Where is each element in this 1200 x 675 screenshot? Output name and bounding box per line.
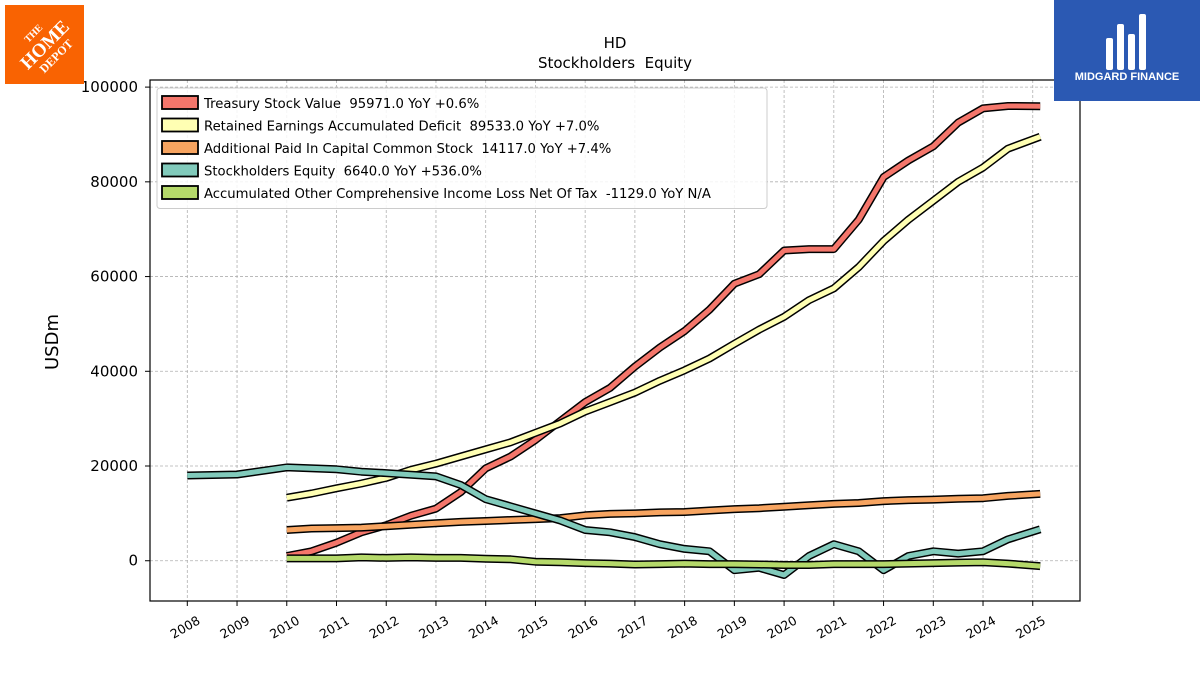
- svg-text:MIDGARD FINANCE: MIDGARD FINANCE: [1075, 71, 1180, 83]
- series-line-2: [286, 132, 1042, 502]
- y-tick-label: 80000: [90, 173, 138, 191]
- legend-swatch: [161, 162, 199, 178]
- plot-frame: [149, 79, 1081, 602]
- x-tick-label: 2009: [217, 613, 252, 642]
- y-tick-label: 40000: [90, 362, 138, 380]
- x-tick-label: 2014: [466, 613, 501, 642]
- plot-area: [187, 102, 1042, 579]
- legend-swatch: [161, 117, 199, 133]
- legend-label: Additional Paid In Capital Common Stock …: [204, 142, 611, 157]
- x-tick-label: 2023: [914, 613, 949, 642]
- x-tick-label: 2017: [615, 613, 650, 642]
- series-line-1: [286, 102, 1041, 560]
- x-tick-label: 2021: [814, 613, 849, 642]
- x-tick-label: 2020: [764, 613, 799, 642]
- x-tick-label: 2016: [565, 613, 600, 642]
- legend-box: [156, 87, 768, 209]
- series-line-stroke: [187, 464, 1041, 578]
- series-line-stroke: [286, 491, 1041, 533]
- y-tick-label: 20000: [90, 457, 138, 475]
- x-tick-label: 2019: [715, 613, 750, 642]
- x-tick-label: 2024: [963, 613, 998, 642]
- series-line-5: [286, 553, 1041, 571]
- legend-label: Treasury Stock Value 95971.0 YoY +0.6%: [203, 97, 479, 112]
- series-line-4: [187, 463, 1042, 579]
- x-tick-label: 2025: [1013, 613, 1048, 642]
- legend-label: Accumulated Other Comprehensive Income L…: [204, 187, 711, 202]
- legend-swatch: [161, 185, 199, 200]
- x-tick-label: 2022: [864, 613, 899, 642]
- x-tick-label: 2011: [317, 613, 352, 642]
- series-line-stroke: [286, 103, 1041, 559]
- x-tick-label: 2018: [665, 613, 700, 642]
- y-axis-label: USDm: [42, 314, 63, 370]
- legend: Treasury Stock Value 95971.0 YoY +0.6% Re…: [156, 87, 768, 209]
- y-tick-label: 60000: [90, 268, 138, 286]
- x-tick-label: 2008: [168, 613, 203, 642]
- x-tick-label: 2012: [366, 613, 401, 642]
- legend-label: Retained Earnings Accumulated Deficit 89…: [204, 120, 599, 135]
- midgard-finance-logo: MIDGARD FINANCE: [1054, 0, 1200, 101]
- y-tick-label: 0: [128, 552, 138, 570]
- legend-swatch: [161, 140, 199, 155]
- x-tick-label: 2010: [267, 613, 302, 642]
- chart-subtitle: Stockholders Equity: [538, 54, 692, 72]
- legend-swatch: [161, 95, 199, 110]
- home-depot-logo: THE HOME DEPOT: [5, 5, 84, 84]
- legend-label: Stockholders Equity 6640.0 YoY +536.0%: [204, 165, 482, 180]
- chart-title: HD: [604, 34, 627, 52]
- series-line-3: [286, 489, 1041, 534]
- series-line-stroke: [286, 554, 1041, 569]
- series-line-stroke: [286, 134, 1042, 501]
- x-tick-label: 2015: [516, 613, 551, 642]
- y-tick-label: 100000: [81, 78, 138, 96]
- x-tick-label: 2013: [416, 613, 451, 642]
